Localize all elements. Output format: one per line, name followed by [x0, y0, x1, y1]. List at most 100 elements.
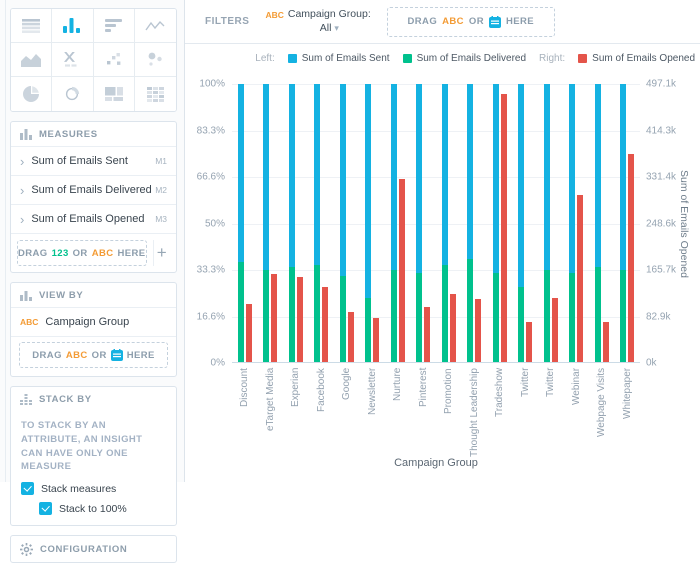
sent-bar-segment[interactable] — [492, 84, 499, 274]
sent-bar-segment[interactable] — [263, 84, 270, 271]
opened-bar-twitter[interactable] — [526, 322, 533, 362]
stacked-bar-discount[interactable] — [237, 84, 244, 362]
viz-column-chart-icon[interactable] — [52, 9, 94, 43]
checkbox-row[interactable]: Stack to 100% — [11, 500, 176, 525]
viz-scatter-plot-icon[interactable] — [93, 43, 135, 77]
campaign-group-filter-chip[interactable]: ABC Campaign Group: All ▾ — [265, 8, 370, 35]
stack-measures-checkbox[interactable] — [21, 482, 34, 496]
measure-item[interactable]: › Sum of Emails Sent M1 — [11, 146, 176, 175]
delivered-bar-segment[interactable] — [288, 267, 295, 362]
x-axis-label: Facebook — [315, 368, 327, 412]
legend-item[interactable]: Sum of Emails Delivered — [402, 53, 526, 64]
opened-bar-google[interactable] — [347, 312, 354, 362]
opened-bar-etarget-media[interactable] — [271, 273, 278, 362]
sent-bar-segment[interactable] — [467, 84, 474, 260]
view-by-attribute-item[interactable]: ABC Campaign Group — [11, 307, 176, 336]
delivered-bar-segment[interactable] — [390, 270, 397, 362]
delivered-bar-segment[interactable] — [416, 273, 423, 362]
sent-bar-segment[interactable] — [594, 84, 601, 268]
stacked-bar-google[interactable] — [339, 84, 346, 362]
stacked-bar-nurture[interactable] — [390, 84, 397, 362]
opened-bar-tradeshow[interactable] — [500, 94, 507, 362]
delivered-bar-segment[interactable] — [569, 273, 576, 362]
delivered-bar-segment[interactable] — [492, 273, 499, 362]
delivered-bar-segment[interactable] — [594, 267, 601, 362]
stacked-bar-webpage-visits[interactable] — [594, 84, 601, 362]
viz-donut-chart-icon[interactable] — [52, 77, 94, 111]
delivered-bar-segment[interactable] — [518, 286, 525, 362]
checkbox-row[interactable]: Stack measures — [11, 476, 176, 500]
sent-bar-segment[interactable] — [620, 84, 627, 271]
viz-treemap-icon[interactable] — [93, 77, 135, 111]
stacked-bar-tradeshow[interactable] — [492, 84, 499, 362]
opened-bar-nurture[interactable] — [398, 178, 405, 362]
configuration-section[interactable]: CONFIGURATION — [11, 536, 176, 562]
x-label-slot: Webinar — [564, 368, 590, 460]
delivered-bar-segment[interactable] — [620, 270, 627, 362]
stacked-bar-newsletter[interactable] — [365, 84, 372, 362]
chevron-right-icon[interactable]: › — [20, 211, 25, 227]
stacked-bar-twitter[interactable] — [543, 84, 550, 362]
sent-bar-segment[interactable] — [543, 84, 550, 271]
viz-bubble-chart-icon[interactable] — [134, 43, 176, 77]
stacked-bar-pinterest[interactable] — [416, 84, 423, 362]
stacked-bar-promotion[interactable] — [441, 84, 448, 362]
filters-drop-zone[interactable]: DRAG ABC OR HERE — [386, 6, 555, 37]
add-measure-button[interactable]: + — [152, 240, 171, 266]
opened-bar-newsletter[interactable] — [373, 318, 380, 362]
stacked-bar-etarget-media[interactable] — [263, 84, 270, 362]
delivered-bar-segment[interactable] — [339, 275, 346, 362]
opened-bar-webpage-visits[interactable] — [602, 322, 609, 362]
viz-line-chart-icon[interactable] — [134, 9, 176, 43]
opened-bar-twitter[interactable] — [551, 297, 558, 362]
sent-bar-segment[interactable] — [569, 84, 576, 274]
opened-bar-pinterest[interactable] — [424, 307, 431, 362]
sent-bar-segment[interactable] — [518, 84, 525, 287]
opened-bar-thought-leadership[interactable] — [475, 298, 482, 362]
delivered-bar-segment[interactable] — [237, 261, 244, 362]
chevron-right-icon[interactable]: › — [20, 153, 25, 169]
sent-bar-segment[interactable] — [288, 84, 295, 268]
sent-bar-segment[interactable] — [339, 84, 346, 276]
sent-bar-segment[interactable] — [390, 84, 397, 271]
stacked-bar-twitter[interactable] — [518, 84, 525, 362]
viz-table-icon[interactable] — [11, 9, 53, 43]
opened-bar-whitepaper[interactable] — [628, 153, 635, 362]
stacked-bar-facebook[interactable] — [314, 84, 321, 362]
viz-pie-chart-icon[interactable] — [11, 77, 53, 111]
stack-to-100-checkbox[interactable] — [39, 502, 52, 516]
opened-bar-webinar[interactable] — [577, 194, 584, 362]
viz-area-chart-icon[interactable] — [11, 43, 53, 77]
measure-item[interactable]: › Sum of Emails Delivered M2 — [11, 175, 176, 204]
delivered-bar-segment[interactable] — [365, 298, 372, 362]
sent-bar-segment[interactable] — [365, 84, 372, 299]
viz-bar-chart-icon[interactable] — [93, 9, 135, 43]
sent-bar-segment[interactable] — [441, 84, 448, 265]
opened-bar-experian[interactable] — [296, 277, 303, 362]
chevron-right-icon[interactable]: › — [20, 182, 25, 198]
sent-bar-segment[interactable] — [314, 84, 321, 265]
stacked-bar-whitepaper[interactable] — [620, 84, 627, 362]
stacked-bar-webinar[interactable] — [569, 84, 576, 362]
delivered-bar-segment[interactable] — [467, 259, 474, 362]
legend-item[interactable]: Sum of Emails Sent — [287, 53, 390, 64]
delivered-bar-segment[interactable] — [263, 270, 270, 362]
opened-bar-facebook[interactable] — [322, 286, 329, 362]
view-by-drop-zone[interactable]: DRAG ABC OR HERE — [19, 342, 168, 368]
legend-item[interactable]: Sum of Emails Opened — [578, 53, 695, 64]
viz-headline-icon[interactable] — [52, 43, 94, 77]
delivered-bar-segment[interactable] — [543, 270, 550, 362]
opened-bar-discount[interactable] — [245, 304, 252, 362]
right-axis-tick: 0k — [646, 357, 657, 369]
measures-drop-zone[interactable]: DRAG 123 OR ABC HERE — [17, 240, 147, 266]
sent-bar-segment[interactable] — [237, 84, 244, 262]
measure-item[interactable]: › Sum of Emails Opened M3 — [11, 204, 176, 233]
sent-bar-segment[interactable] — [416, 84, 423, 274]
viz-heatmap-icon[interactable] — [134, 77, 176, 111]
stacked-bar-experian[interactable] — [288, 84, 295, 362]
delivered-bar-segment[interactable] — [314, 264, 321, 362]
delivered-bar-segment[interactable] — [441, 264, 448, 362]
drop-text: DRAG — [407, 16, 438, 27]
stacked-bar-thought-leadership[interactable] — [467, 84, 474, 362]
opened-bar-promotion[interactable] — [449, 294, 456, 362]
